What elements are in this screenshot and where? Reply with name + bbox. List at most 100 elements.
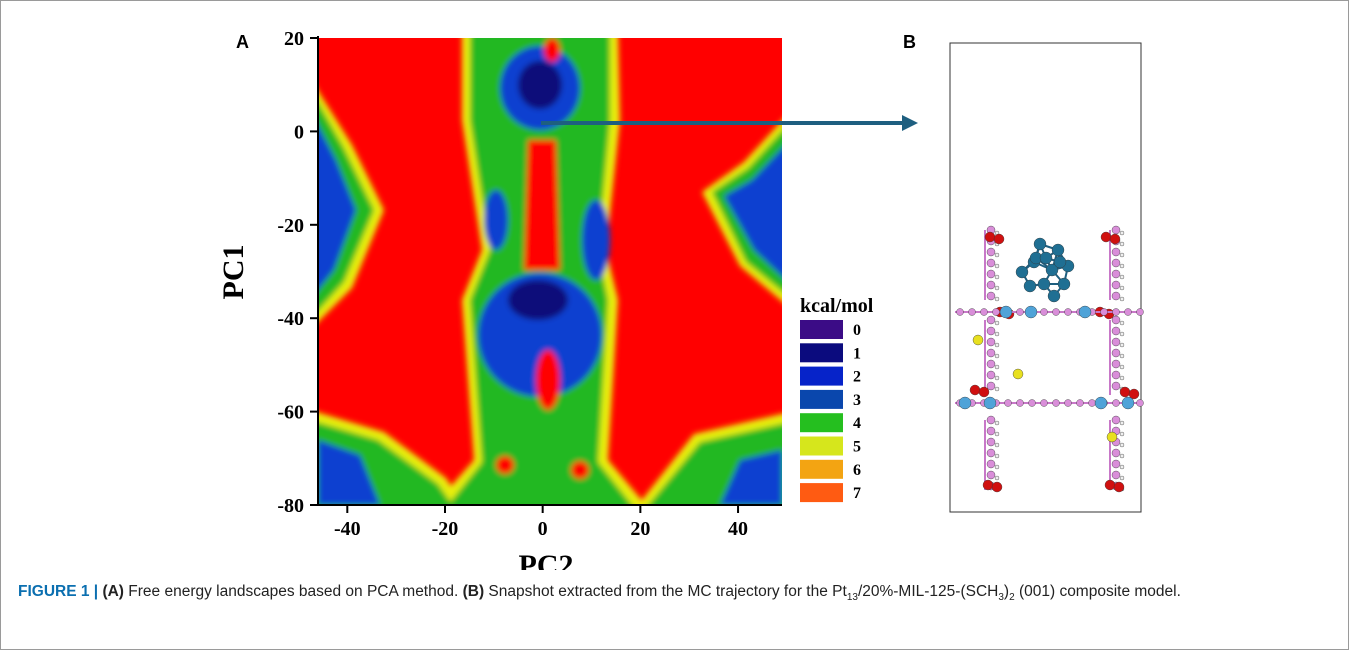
carbon-atom [1005, 400, 1012, 407]
carbon-atom [969, 309, 976, 316]
carbon-atom [987, 248, 995, 256]
hydrogen-atom [1120, 354, 1124, 358]
oxygen-atom [1101, 232, 1111, 242]
panel-label: B [903, 32, 916, 52]
platinum-atom [1038, 278, 1050, 290]
hydrogen-atom [995, 343, 999, 347]
carbon-atom [957, 309, 964, 316]
hydrogen-atom [995, 286, 999, 290]
legend-title: kcal/mol [800, 295, 874, 317]
x-tick-label: 20 [630, 518, 650, 540]
arrow-head [902, 115, 918, 131]
caption-ref: (B) [463, 583, 485, 600]
figure-caption: FIGURE 1 | (A) Free energy landscapes ba… [18, 578, 1318, 605]
x-axis-label: PC2 [519, 549, 574, 570]
x-tick-label: -20 [432, 518, 459, 540]
hydrogen-atom [995, 321, 999, 325]
oxygen-atom [970, 385, 980, 395]
carbon-atom [1065, 309, 1072, 316]
carbon-atom [1112, 338, 1120, 346]
y-tick-label: -80 [277, 495, 304, 517]
carbon-atom [1112, 460, 1120, 468]
oxygen-atom [994, 234, 1004, 244]
platinum-atom [1048, 290, 1060, 302]
y-tick-label: -20 [277, 215, 304, 237]
oxygen-atom [1114, 482, 1124, 492]
carbon-atom [981, 309, 988, 316]
caption-text: Snapshot extracted from the MC trajector… [484, 583, 847, 600]
legend-swatch [800, 367, 843, 386]
hydrogen-atom [1120, 231, 1124, 235]
hydrogen-atom [995, 297, 999, 301]
carbon-atom [987, 360, 995, 368]
caption-ref: (A) [102, 583, 124, 600]
panel-label: A [236, 32, 249, 52]
carbon-atom [987, 416, 995, 424]
carbon-atom [1112, 327, 1120, 335]
platinum-atom [1016, 266, 1028, 278]
carbon-atom [1112, 471, 1120, 479]
carbon-atom [987, 349, 995, 357]
carbon-atom [1077, 400, 1084, 407]
carbon-atom [1125, 309, 1132, 316]
platinum-atom [1054, 256, 1066, 268]
hydrogen-atom [995, 264, 999, 268]
carbon-atom [1112, 226, 1120, 234]
hydrogen-atom [1120, 432, 1124, 436]
hydrogen-atom [1120, 454, 1124, 458]
carbon-atom [987, 327, 995, 335]
hydrogen-atom [1120, 297, 1124, 301]
hydrogen-atom [995, 421, 999, 425]
carbon-atom [987, 460, 995, 468]
platinum-atom [1024, 280, 1036, 292]
carbon-atom [987, 371, 995, 379]
carbon-atom [1113, 400, 1120, 407]
titanium-atom [1122, 397, 1134, 409]
legend-label: 4 [853, 415, 861, 432]
x-tick-label: 0 [538, 518, 548, 540]
carbon-atom [1137, 309, 1144, 316]
hydrogen-atom [995, 387, 999, 391]
legend-swatch [800, 320, 843, 339]
platinum-atom [1040, 252, 1052, 264]
legend-swatch [800, 390, 843, 409]
carbon-atom [987, 281, 995, 289]
carbon-atom [1101, 309, 1108, 316]
figure: A B PC1 PC2 kcal/mol -80-60-40-20020-40-… [0, 0, 1349, 570]
carbon-atom [987, 427, 995, 435]
hydrogen-atom [1120, 321, 1124, 325]
carbon-atom [1112, 259, 1120, 267]
y-tick-label: 0 [294, 121, 304, 143]
carbon-atom [1053, 400, 1060, 407]
titanium-atom [959, 397, 971, 409]
hydrogen-atom [995, 376, 999, 380]
carbon-atom [987, 471, 995, 479]
carbon-atom [1041, 309, 1048, 316]
oxygen-atom [983, 480, 993, 490]
platinum-atom [1034, 238, 1046, 250]
energy-landscape [310, 30, 790, 510]
carbon-atom [1065, 400, 1072, 407]
oxygen-atom [992, 482, 1002, 492]
carbon-atom [1112, 349, 1120, 357]
legend-label: 2 [853, 369, 861, 386]
legend-label: 5 [853, 439, 861, 456]
carbon-atom [1112, 449, 1120, 457]
carbon-atom [987, 292, 995, 300]
hydrogen-atom [995, 465, 999, 469]
caption-subscript: 13 [847, 592, 858, 603]
hydrogen-atom [995, 443, 999, 447]
carbon-atom [1112, 292, 1120, 300]
platinum-atom [1052, 244, 1064, 256]
hydrogen-atom [1120, 275, 1124, 279]
hydrogen-atom [1120, 253, 1124, 257]
carbon-atom [987, 338, 995, 346]
x-tick-label: 40 [728, 518, 748, 540]
oxygen-atom [985, 232, 995, 242]
legend-label: 0 [853, 322, 861, 339]
hydrogen-atom [995, 253, 999, 257]
hydrogen-atom [995, 275, 999, 279]
legend-label: 6 [853, 462, 861, 479]
legend-label: 3 [853, 392, 861, 409]
titanium-atom [1000, 306, 1012, 318]
